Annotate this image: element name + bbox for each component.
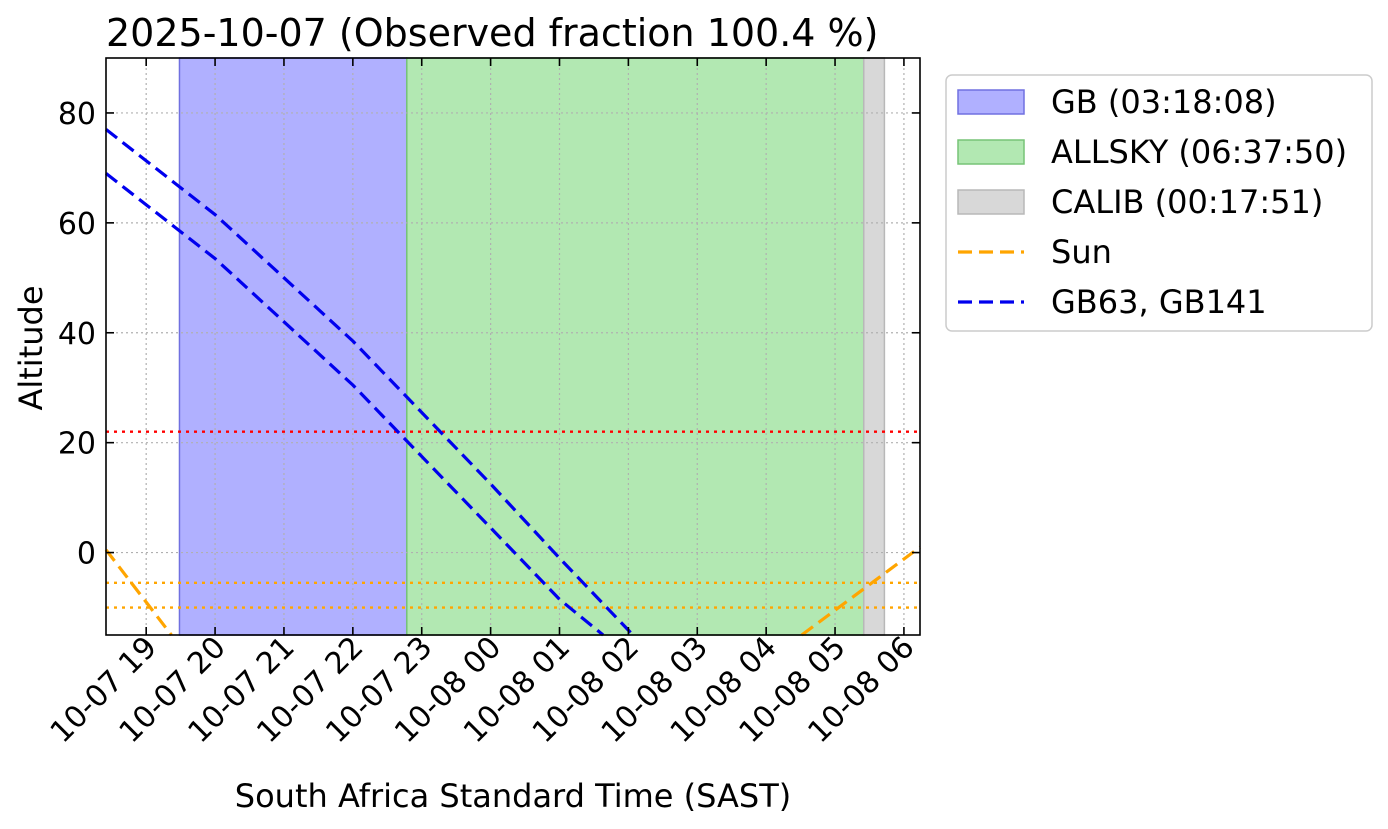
- legend-label-2: CALIB (00:17:51): [1051, 183, 1323, 221]
- chart-title: 2025-10-07 (Observed fraction 100.4 %): [106, 11, 879, 55]
- y-axis-label: Altitude: [12, 285, 50, 410]
- legend-label-1: ALLSKY (06:37:50): [1051, 133, 1347, 171]
- y-tick-label-4: 80: [58, 97, 96, 132]
- y-tick-label-2: 40: [58, 317, 96, 352]
- span-2: [862, 57, 886, 636]
- legend-label-0: GB (03:18:08): [1051, 83, 1277, 121]
- plot-area: [104, 57, 921, 637]
- span-group: [178, 57, 886, 636]
- legend-swatch-2: [957, 189, 1025, 215]
- y-tick-label-1: 20: [58, 427, 96, 462]
- legend-box: [945, 74, 1373, 332]
- plot-frame: [105, 57, 921, 636]
- y-tick-label-0: 0: [77, 537, 96, 572]
- y-axis-ticks: 0 20 40 60 80: [58, 97, 920, 572]
- series-0-line-1: [800, 545, 921, 637]
- y-tick-label-3: 60: [58, 207, 96, 242]
- legend-swatch-1: [957, 139, 1025, 165]
- span-0: [178, 57, 408, 636]
- series-1-line-0: [105, 128, 635, 637]
- series-0-line-0: [104, 548, 173, 636]
- legend: GB (03:18:08) ALLSKY (06:37:50) CALIB (00:…: [945, 74, 1373, 332]
- series-1-line-1: [105, 172, 605, 637]
- legend-label-4: GB63, GB141: [1051, 283, 1267, 321]
- span-1: [406, 57, 865, 636]
- legend-label-3: Sun: [1051, 233, 1112, 271]
- x-axis-label: South Africa Standard Time (SAST): [235, 777, 791, 815]
- series-group: [104, 128, 921, 637]
- legend-swatch-0: [957, 89, 1025, 115]
